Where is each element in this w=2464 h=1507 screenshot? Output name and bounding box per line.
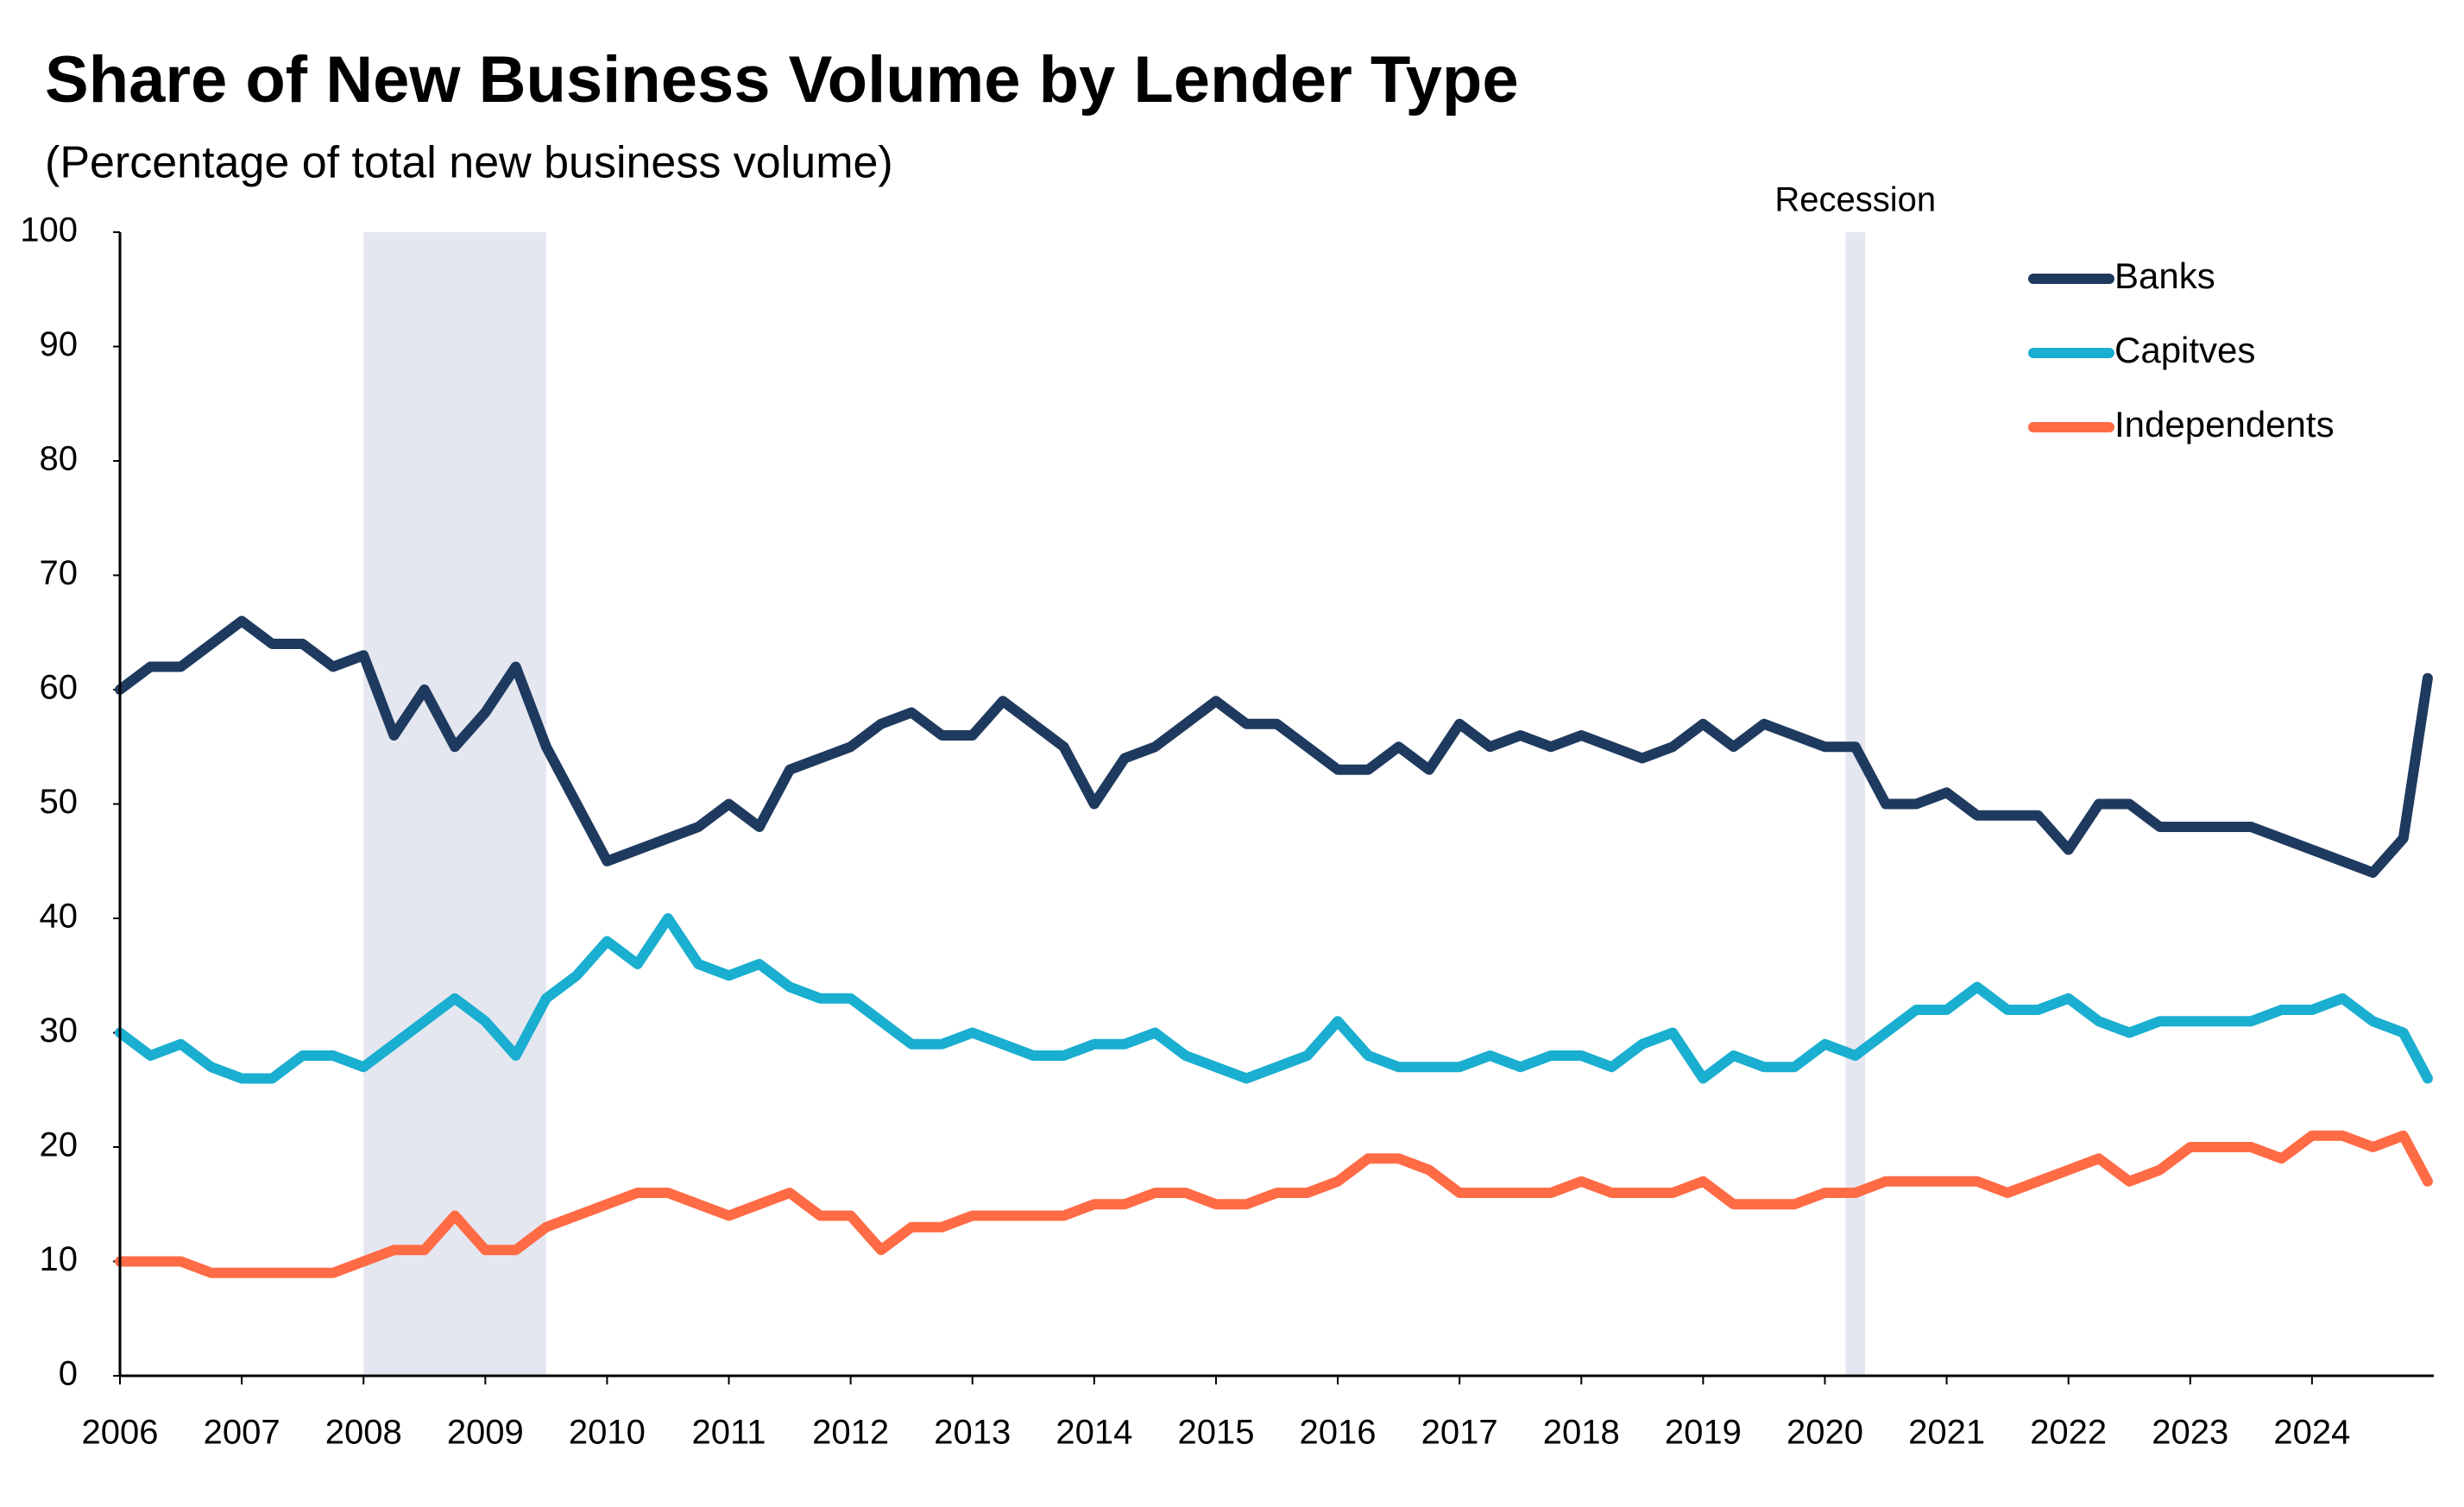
y-tick-label: 30 [40,1012,79,1050]
x-tick-label: 2012 [812,1414,889,1452]
x-tick-label: 2019 [1665,1414,1742,1452]
legend-label: Capitves [2114,330,2255,370]
y-tick-label: 0 [59,1355,78,1393]
x-tick-label: 2021 [1908,1414,1985,1452]
x-tick-label: 2023 [2152,1414,2228,1452]
x-tick-label: 2024 [2273,1414,2350,1452]
y-tick-label: 20 [40,1126,79,1164]
chart-title: Share of New Business Volume by Lender T… [45,43,1519,117]
x-tick-label: 2006 [82,1414,159,1452]
x-tick-label: 2011 [692,1414,766,1452]
y-tick-label: 80 [40,440,79,478]
x-tick-label: 2008 [325,1414,402,1452]
x-tick-label: 2022 [2030,1414,2107,1452]
chart-subtitle: (Percentage of total new business volume… [45,138,893,188]
series-line [115,615,2433,878]
y-tick-label: 70 [40,554,79,592]
x-tick-label: 2020 [1787,1414,1863,1452]
y-tick-label: 90 [40,325,79,363]
x-tick-label: 2007 [204,1414,280,1452]
y-tick-label: 10 [40,1240,79,1278]
x-tick-label: 2016 [1300,1414,1377,1452]
legend-label: Independents [2114,404,2335,445]
x-tick-label: 2014 [1056,1414,1132,1452]
series-line [115,913,2433,1084]
x-tick-label: 2018 [1543,1414,1620,1452]
x-tick-label: 2009 [447,1414,524,1452]
recession-band [363,232,546,1376]
x-tick-label: 2015 [1177,1414,1254,1452]
recession-band [1845,232,1866,1376]
recession-layer: Recession [363,181,1936,1376]
x-tick-label: 2010 [569,1414,646,1452]
x-tick-label: 2017 [1421,1414,1498,1452]
axis-layer: 0 10 20 30 40 50 60 70 80 90 100 2006 2007 2008 2009 20… [20,211,2350,1452]
y-tick-label: 60 [40,669,79,707]
y-tick-label: 100 [20,211,78,249]
line-layer: Banks Capitves Independents [115,255,2433,1278]
series-line [115,1130,2433,1278]
y-tick-label: 40 [40,898,79,936]
recession-label: Recession [1774,181,1936,219]
legend-label: Banks [2114,255,2215,296]
x-tick-label: 2013 [934,1414,1011,1452]
y-tick-label: 50 [40,783,79,821]
